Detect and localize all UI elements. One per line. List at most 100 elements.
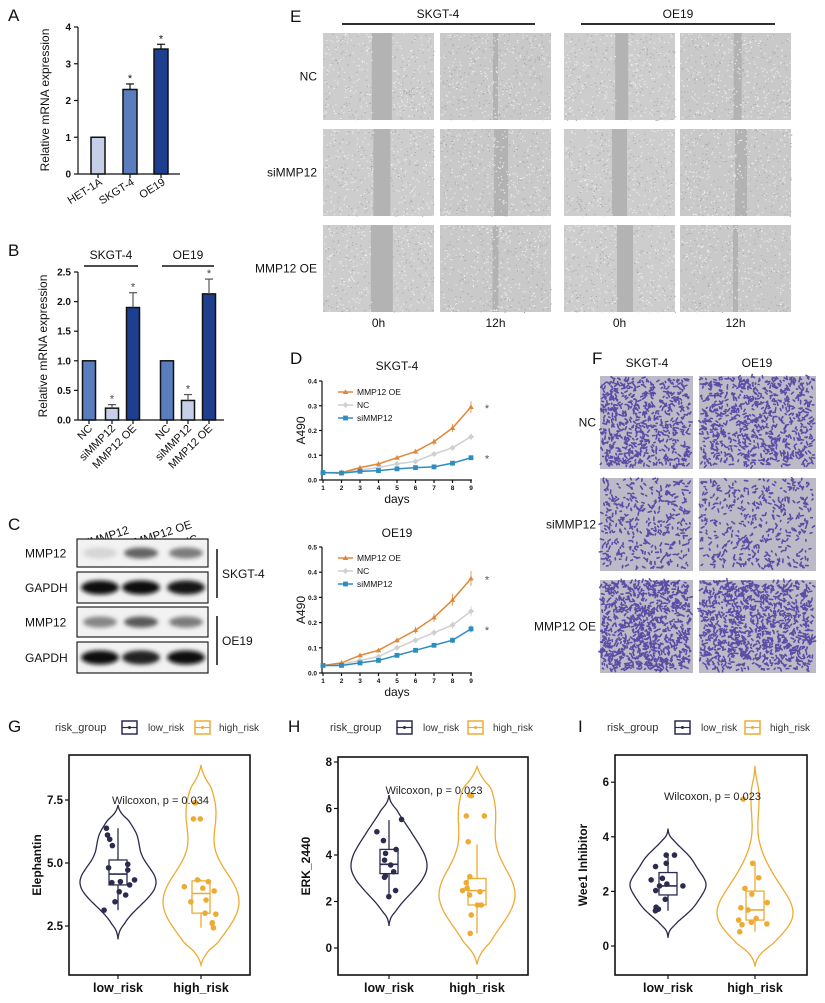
y-tick-label: 1.5 (57, 327, 71, 338)
legend-label: siMMP12 (357, 579, 393, 589)
legend-label: NC (357, 400, 369, 410)
scratch-gap (494, 129, 509, 216)
data-point (463, 879, 469, 886)
legend-key-boxplot-icon (194, 720, 211, 735)
condition-label: siMMP12 (267, 166, 317, 180)
data-point (745, 907, 751, 913)
bar (201, 293, 217, 421)
data-point-square (468, 626, 474, 632)
protein-band (83, 616, 117, 628)
chart-title: SKGT-4 (376, 359, 419, 373)
bar (153, 48, 169, 175)
y-tick-label: 0 (326, 943, 332, 955)
panel-i-violin: risk_group low_risk high_risk 0 2 4 6 Wee1 Inhi… (576, 720, 811, 995)
data-point-triangle (431, 614, 437, 620)
y-tick-label: 0.5 (308, 545, 317, 552)
scratch-gap (612, 129, 627, 216)
y-axis-label: Elephantin (30, 834, 44, 895)
data-point-diamond (412, 637, 419, 644)
data-point-square (413, 647, 418, 653)
bar (180, 399, 196, 421)
data-point (131, 877, 138, 883)
wound-healing-image (323, 225, 435, 313)
y-tick-label: 6 (603, 777, 609, 789)
transwell-image (697, 577, 817, 673)
cell-line-label: SKGT-4 (222, 567, 265, 581)
data-point-triangle (431, 438, 437, 444)
violin-outline (716, 765, 794, 967)
data-point (481, 813, 488, 819)
data-point (735, 917, 742, 923)
x-tick-label: 8 (451, 678, 455, 685)
x-tick-label: 5 (395, 678, 399, 685)
panel-label-f: F (592, 349, 602, 368)
data-point (205, 878, 212, 885)
x-tick-label: 9 (469, 678, 473, 685)
bar (104, 407, 120, 421)
legend-title: risk_group (330, 722, 381, 734)
transwell-image (598, 477, 693, 571)
transwell-image (698, 373, 816, 469)
legend-key-dot (403, 726, 406, 729)
data-point (386, 893, 392, 900)
data-point (190, 816, 197, 822)
data-point (181, 883, 188, 890)
legend-label: high_risk (770, 723, 811, 734)
scratch-gap (733, 33, 742, 120)
data-point (656, 883, 663, 889)
data-point (652, 907, 659, 914)
y-tick-label: 2 (65, 96, 71, 107)
cell-speckles (440, 129, 553, 217)
protein-band (124, 616, 158, 628)
data-point-diamond (342, 402, 349, 408)
data-point (467, 873, 473, 880)
x-tick-label: 4 (377, 485, 381, 492)
x-tick-label: 6 (414, 485, 418, 492)
stained-cells (698, 373, 816, 469)
data-point-diamond (412, 458, 419, 465)
y-axis-label: Relative mRNA expression (38, 29, 52, 172)
x-tick-label: 7 (432, 485, 436, 492)
blot-row-label: MMP12 (25, 547, 67, 561)
legend-label: low_risk (701, 723, 738, 734)
legend-label: high_risk (493, 723, 534, 734)
y-tick-label: 1 (65, 133, 71, 144)
y-tick-label: 2 (603, 886, 609, 898)
significance-marker: * (207, 268, 212, 280)
x-tick-label: low_risk (643, 981, 693, 995)
scratch-gap (492, 225, 499, 312)
cell-line-label: SKGT-4 (626, 356, 669, 370)
data-point (740, 796, 747, 802)
transwell-image (598, 578, 694, 673)
data-point-square (394, 466, 400, 472)
violin-outline (350, 794, 428, 926)
data-point (652, 863, 659, 870)
legend-label: NC (357, 566, 369, 576)
cell-speckles (681, 225, 793, 313)
data-point (104, 832, 111, 838)
x-axis-label: days (384, 685, 409, 699)
x-axis-label: days (384, 492, 409, 506)
panel-f-transwell: SKGT-4 OE19 NC siMMP12 MMP12 OE (534, 356, 817, 673)
plot-panel-border (68, 754, 251, 976)
data-point (194, 877, 201, 883)
transwell-image (698, 476, 816, 571)
stained-cells (598, 477, 692, 571)
data-point (103, 825, 110, 832)
legend-label: high_risk (219, 723, 260, 734)
x-tick-label: 3 (358, 678, 362, 685)
scratch-gap (617, 225, 634, 312)
legend-label: MMP12 OE (357, 553, 401, 563)
x-tick-label: 2 (340, 485, 344, 492)
wound-healing-image (323, 129, 435, 217)
panel-h-violin: risk_group low_risk high_risk 0 2 4 6 8 ERK_2440… (299, 720, 534, 995)
cell-line-label: OE19 (663, 7, 694, 21)
legend-title: risk_group (55, 722, 106, 734)
panel-label-e: E (290, 7, 301, 26)
x-tick-label: low_risk (93, 981, 143, 995)
data-point-square (468, 455, 474, 461)
condition-label: MMP12 OE (255, 262, 317, 276)
blot-row-label: MMP12 (25, 616, 67, 630)
